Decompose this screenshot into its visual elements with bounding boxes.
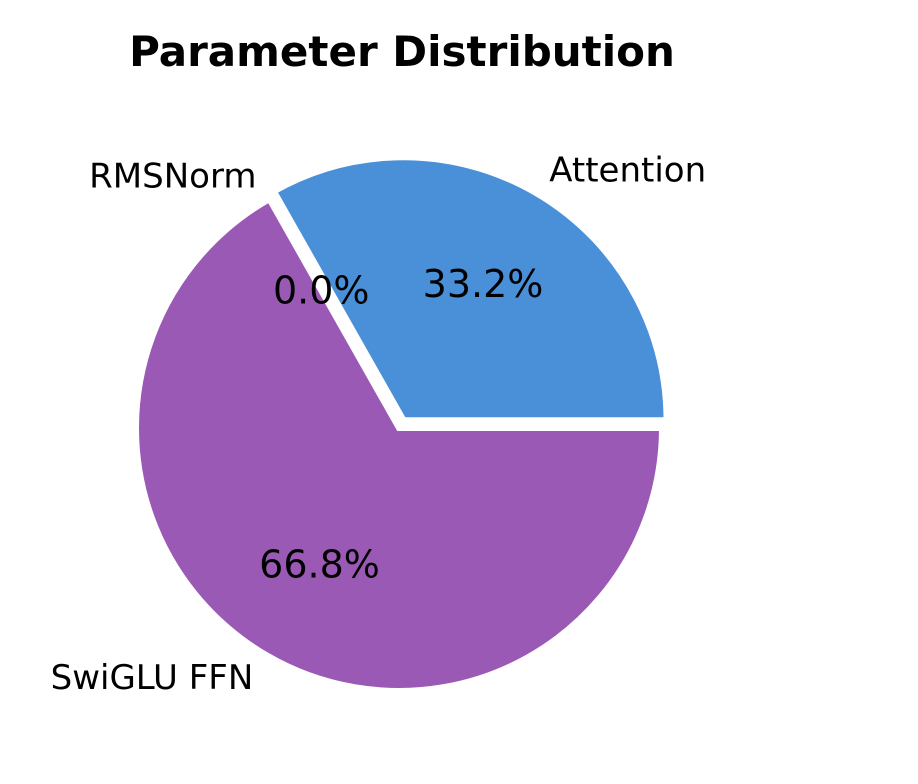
chart-title: Parameter Distribution [129,27,675,76]
pie-slice-swiglu-ffn [133,195,666,694]
pie-labels: Attention 33.2% RMSNorm 0.0% SwiGLU FFN 66.8% [51,150,707,698]
pie-slice-attention [269,154,670,424]
pct-label-swiglu-ffn: 66.8% [259,542,380,586]
slice-label-swiglu-ffn: SwiGLU FFN [51,658,254,698]
pie-slices [133,154,670,694]
slice-label-attention: Attention [549,150,706,190]
slice-label-rmsnorm: RMSNorm [89,156,256,196]
pct-label-attention: 33.2% [423,262,544,306]
pct-label-rmsnorm: 0.0% [273,269,370,313]
